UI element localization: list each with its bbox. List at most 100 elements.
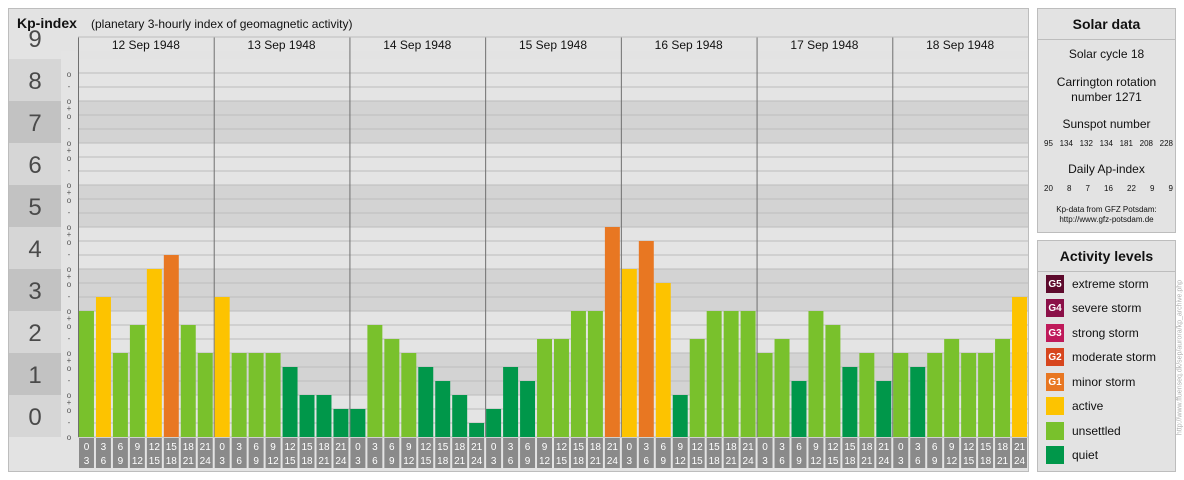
y-axis-minor-tick: + <box>67 104 72 113</box>
time-slot-box <box>418 438 434 468</box>
y-axis-minor-tick: o <box>67 238 72 247</box>
time-slot-end-label: 12 <box>132 456 144 467</box>
kp-bar <box>486 408 502 437</box>
time-slot-end-label: 18 <box>844 456 856 467</box>
time-slot-start-label: 15 <box>166 442 178 453</box>
y-axis-minor-tick: - <box>68 334 71 343</box>
solar-data-title: Solar data <box>1038 9 1175 40</box>
kp-bar <box>638 240 654 437</box>
kp-axis-band <box>9 311 61 353</box>
y-axis-minor-tick: + <box>67 272 72 281</box>
sunspot-value: 134 <box>1099 139 1113 148</box>
time-slot-end-label: 15 <box>420 456 432 467</box>
time-slot-box <box>503 438 519 468</box>
time-slot-start-label: 9 <box>677 442 683 453</box>
time-slot-box <box>1012 438 1027 468</box>
time-slot-box <box>604 438 620 468</box>
kp-bar <box>537 339 552 437</box>
time-slot-start-label: 0 <box>627 442 633 453</box>
day-label: 15 Sep 1948 <box>519 38 587 52</box>
time-slot-end-label: 24 <box>607 456 619 467</box>
sunspot-title: Sunspot number <box>1062 117 1151 131</box>
day-label: 18 Sep 1948 <box>926 38 994 52</box>
time-slot-box <box>893 438 909 468</box>
time-slot-end-label: 6 <box>372 456 378 467</box>
time-slot-box <box>672 438 688 468</box>
time-slot-box <box>570 438 586 468</box>
legend-item-g3: G3 strong storm <box>1046 323 1139 343</box>
kp-chart-panel: Kp-index (planetary 3-hourly index of ge… <box>8 8 1029 472</box>
time-slot-end-label: 15 <box>556 456 568 467</box>
time-slot-end-label: 6 <box>915 456 921 467</box>
kp-bar <box>554 339 569 437</box>
time-slot-box <box>655 438 671 468</box>
kp-bar <box>146 269 162 437</box>
y-axis-tick-label: 4 <box>28 236 41 263</box>
time-slot-start-label: 9 <box>135 442 141 453</box>
data-source-label: Kp-data from GFZ Potsdam: <box>1056 205 1157 214</box>
time-slot-end-label: 6 <box>644 456 650 467</box>
kp-bar <box>1012 297 1027 437</box>
time-slot-box <box>435 438 451 468</box>
kp-bar <box>129 324 145 437</box>
time-slot-end-label: 15 <box>692 456 704 467</box>
kp-axis-band <box>9 227 61 269</box>
time-slot-start-label: 0 <box>355 442 361 453</box>
y-axis-minor-tick: o <box>67 139 72 148</box>
sunspot-value: 134 <box>1059 139 1073 148</box>
y-axis-minor-tick: - <box>68 292 71 301</box>
time-slot-box <box>316 438 332 468</box>
time-slot-start-label: 21 <box>878 442 890 453</box>
time-slot-box <box>706 438 722 468</box>
sunspot-value: 132 <box>1079 139 1093 148</box>
kp-bar <box>367 324 383 437</box>
ap-value: 8 <box>1066 184 1072 193</box>
kp-bar <box>350 408 366 437</box>
day-label: 13 Sep 1948 <box>248 38 316 52</box>
kp-bar <box>740 311 756 437</box>
time-slot-end-label: 18 <box>573 456 585 467</box>
kp-bar <box>944 339 960 437</box>
time-slot-box <box>808 438 824 468</box>
kp-bar <box>452 395 468 437</box>
kp-bar <box>757 353 773 437</box>
time-slot-end-label: 3 <box>491 456 497 467</box>
time-slot-box <box>927 438 943 468</box>
time-slot-box <box>197 438 213 468</box>
solar-cycle: Solar cycle 18 <box>1068 47 1145 61</box>
time-slot-box <box>587 438 603 468</box>
legend-label: moderate storm <box>1072 350 1157 364</box>
time-slot-box <box>350 438 366 468</box>
time-slot-box <box>333 438 349 468</box>
time-slot-end-label: 24 <box>878 456 890 467</box>
activity-levels-title: Activity levels <box>1038 241 1175 272</box>
legend-swatch: G1 <box>1046 373 1064 391</box>
time-slot-start-label: 12 <box>556 442 568 453</box>
y-axis-minor-tick: - <box>68 250 71 259</box>
time-slot-start-label: 12 <box>963 442 975 453</box>
kp-axis-band <box>9 101 61 143</box>
legend-label: strong storm <box>1072 326 1139 340</box>
time-slot-end-label: 21 <box>861 456 873 467</box>
time-slot-start-label: 6 <box>253 442 259 453</box>
day-label: 12 Sep 1948 <box>112 38 180 52</box>
kp-band <box>78 227 1028 269</box>
time-slot-end-label: 18 <box>437 456 449 467</box>
kp-bar <box>893 353 909 437</box>
time-slot-end-label: 21 <box>183 456 195 467</box>
kp-band <box>78 59 1028 101</box>
time-slot-start-label: 18 <box>861 442 873 453</box>
kp-bar <box>197 353 213 437</box>
y-axis-tick-label: 2 <box>28 320 41 347</box>
time-slot-box <box>231 438 247 468</box>
kp-axis-band <box>9 185 61 227</box>
time-slot-start-label: 12 <box>827 442 839 453</box>
data-source-link[interactable]: http://www.gfz-potsdam.de <box>1059 215 1154 224</box>
kp-bar <box>248 353 264 437</box>
y-axis-minor-tick: o <box>67 97 72 106</box>
time-slot-start-label: 6 <box>796 442 802 453</box>
carrington-line-2: number 1271 <box>1071 90 1142 104</box>
kp-bar <box>265 353 281 437</box>
kp-band <box>78 101 1028 143</box>
kp-bar <box>910 366 926 437</box>
